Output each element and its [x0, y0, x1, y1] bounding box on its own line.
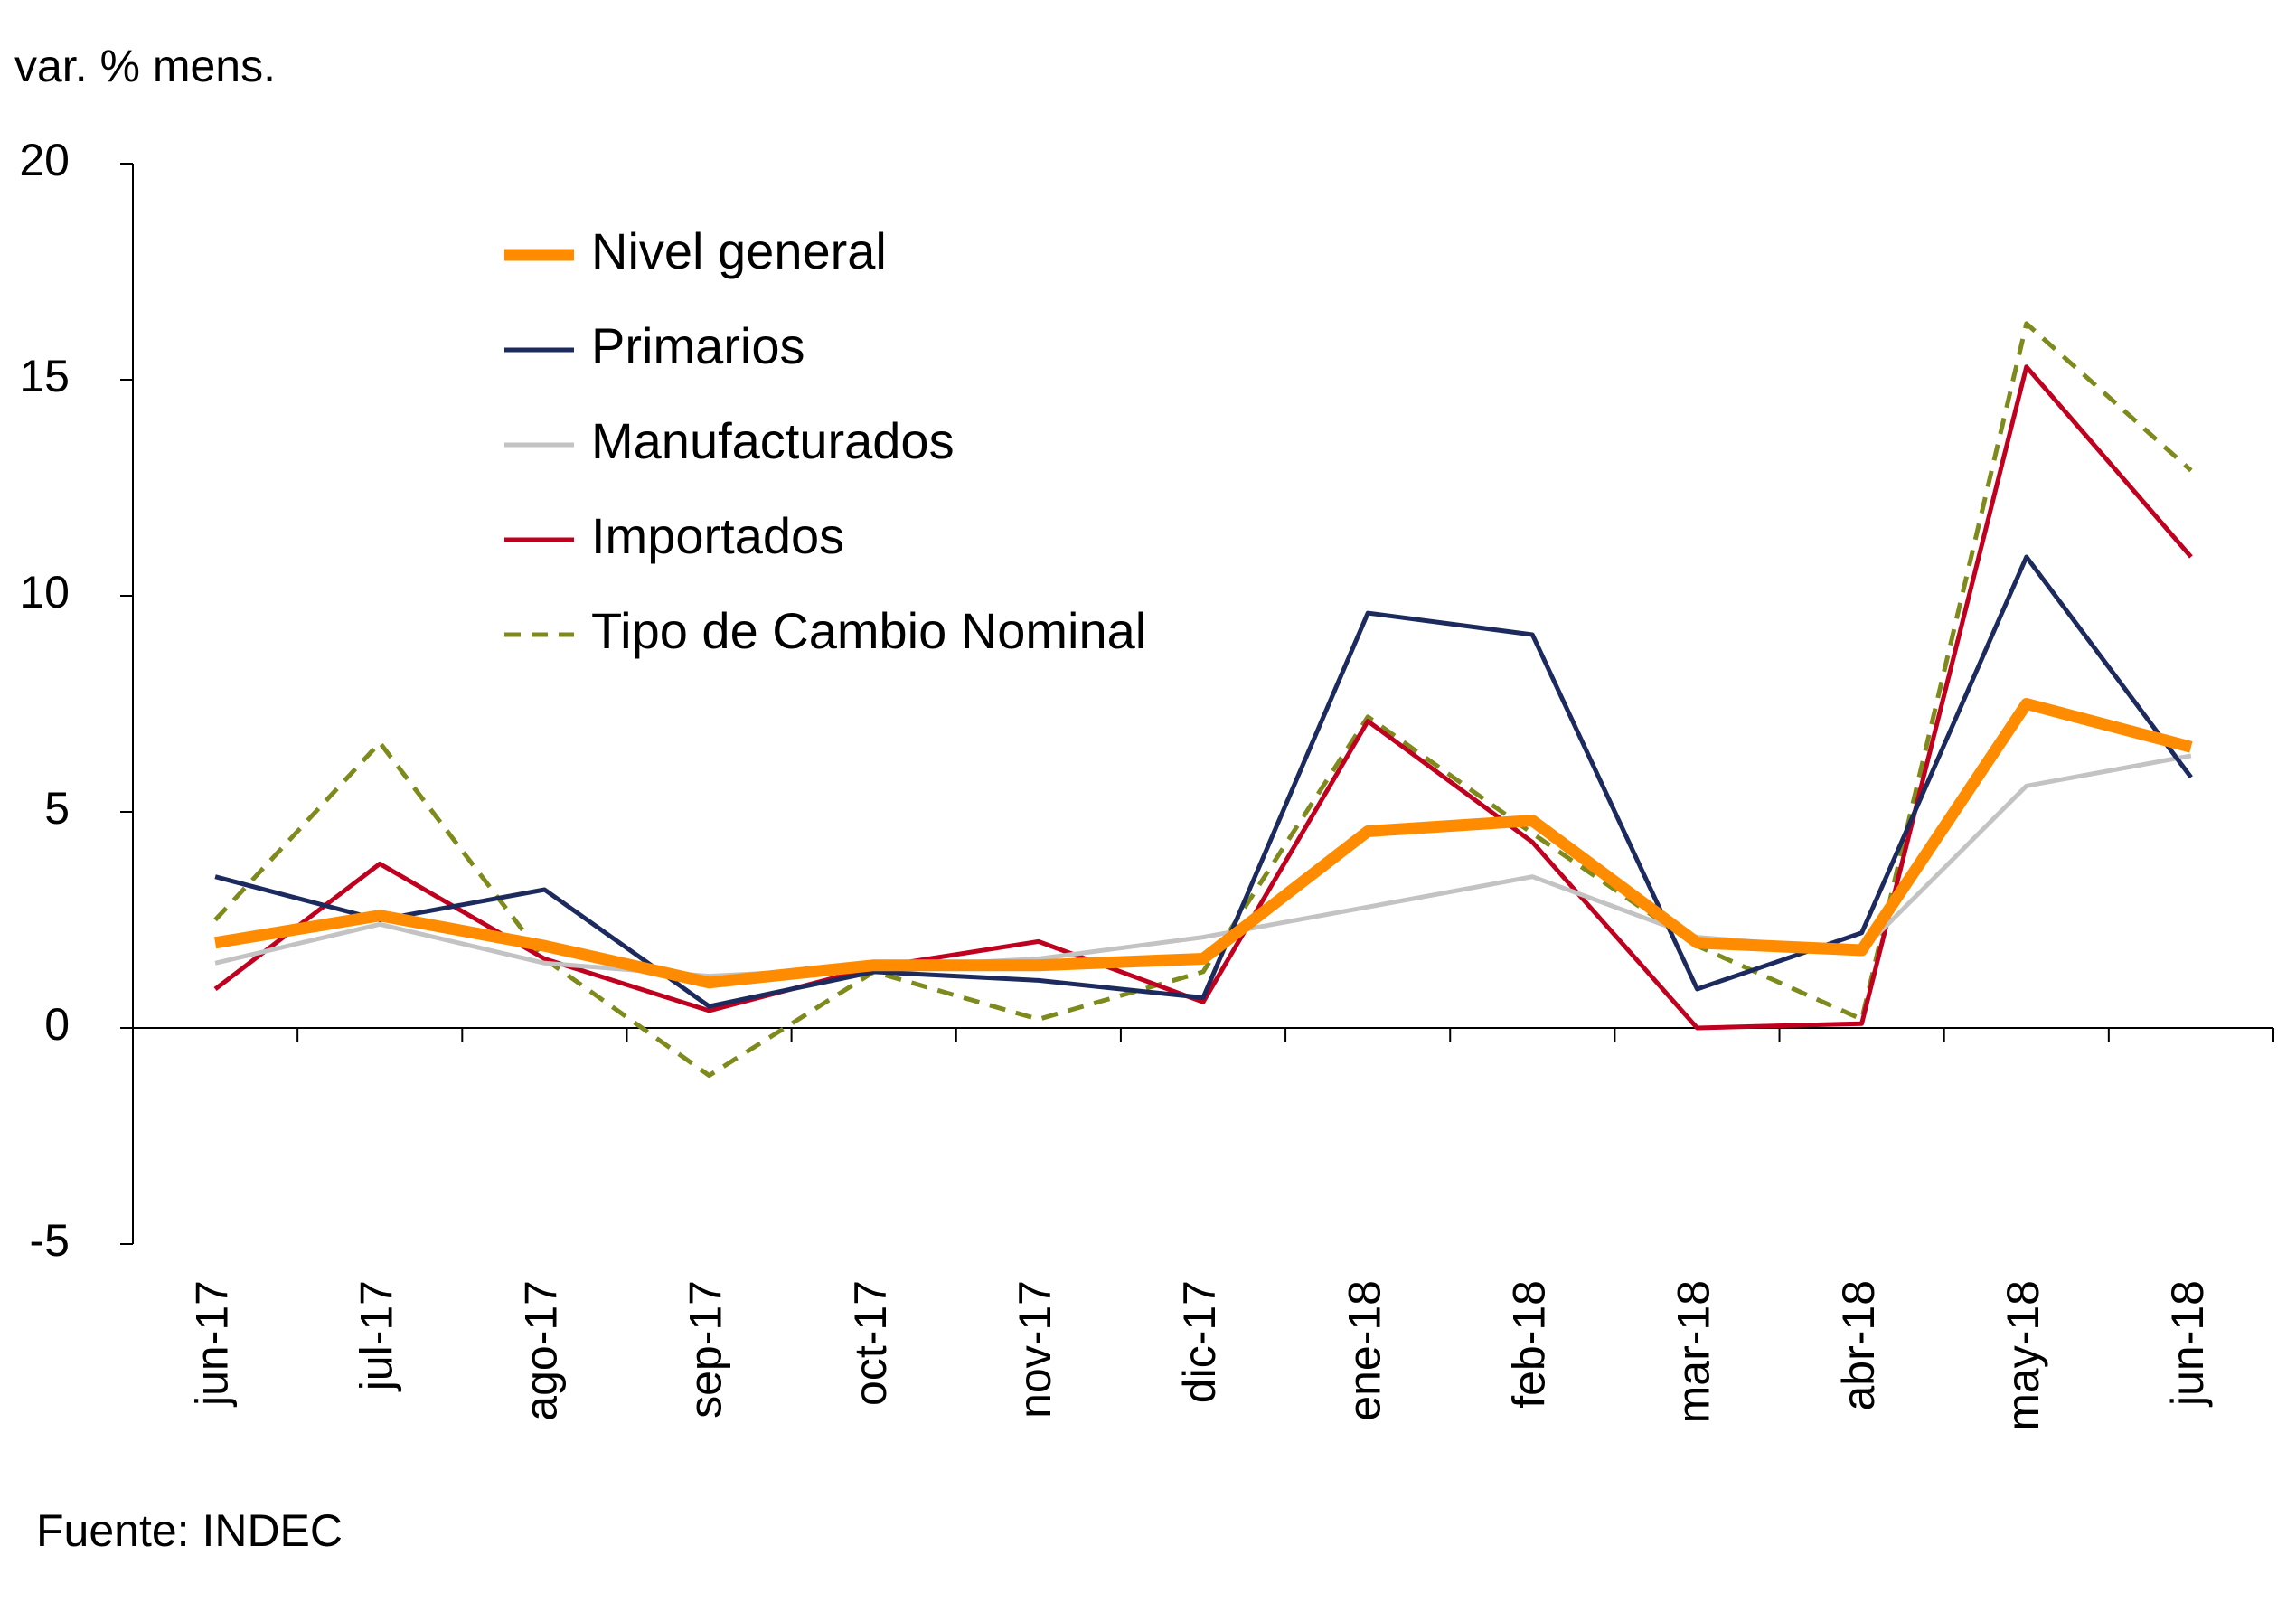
series-line — [214, 698, 2193, 989]
series-line — [213, 321, 2193, 1079]
x-tick-label: may-18 — [1998, 1280, 2048, 1431]
source-note: Fuente: INDEC — [36, 1505, 343, 1556]
y-axis-label: var. % mens. — [14, 41, 276, 91]
x-tick-label: feb-18 — [1504, 1280, 1555, 1409]
y-tick-label: 15 — [19, 351, 70, 401]
x-tick-label: ene-18 — [1339, 1280, 1389, 1421]
x-tick-label: ago-17 — [516, 1280, 567, 1421]
x-tick-label: abr-18 — [1833, 1280, 1884, 1411]
x-tick-label: jun-17 — [186, 1280, 237, 1408]
y-tick-label: 20 — [19, 135, 70, 185]
x-tick-label: sep-17 — [681, 1280, 731, 1419]
y-tick-label: -5 — [30, 1215, 70, 1266]
y-tick-label: 0 — [44, 999, 70, 1050]
legend-label: Primarios — [591, 317, 805, 374]
x-tick-label: jul-17 — [351, 1280, 401, 1392]
x-tick-label: mar-18 — [1669, 1280, 1719, 1423]
legend-label: Nivel general — [591, 222, 887, 279]
y-tick-label: 5 — [44, 783, 70, 834]
y-tick-label: 10 — [19, 567, 70, 617]
legend-label: Importados — [591, 507, 844, 564]
series-line — [213, 364, 2193, 1031]
x-tick-label: oct-17 — [845, 1280, 896, 1406]
x-tick-label: nov-17 — [1010, 1280, 1060, 1419]
legend-label: Manufacturados — [591, 412, 955, 469]
x-tick-label: dic-17 — [1174, 1280, 1225, 1403]
x-tick-label: jun-18 — [2162, 1280, 2213, 1408]
legend-label: Tipo de Cambio Nominal — [591, 602, 1146, 659]
series-line — [214, 554, 2193, 1009]
